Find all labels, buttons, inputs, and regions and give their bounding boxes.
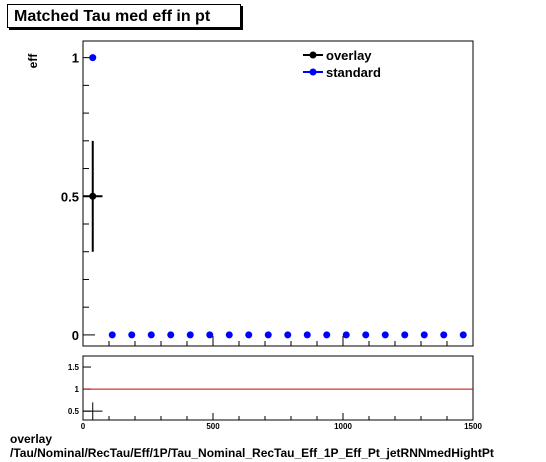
standard-point <box>108 331 116 339</box>
ratio-plot: 0.5 1 1.5 0 500 1000 1500 <box>68 355 482 431</box>
standard-point <box>303 331 311 339</box>
ratio-x-tick-label: 1500 <box>464 422 482 431</box>
ratio-y-tick-label: 1 <box>75 385 80 394</box>
standard-point <box>245 331 253 339</box>
y-tick-label: 0 <box>72 328 79 343</box>
legend-label-standard: standard <box>326 65 381 80</box>
standard-point <box>225 331 233 339</box>
plot-frame <box>82 40 474 347</box>
standard-point <box>206 331 214 339</box>
ratio-x-tick-label: 0 <box>81 422 86 431</box>
legend-label-overlay: overlay <box>326 48 372 63</box>
main-plot: 0 0.5 1 eff overlay standard <box>26 40 474 347</box>
standard-point <box>362 331 370 339</box>
standard-point <box>147 331 155 339</box>
standard-point <box>128 331 136 339</box>
standard-point <box>440 331 448 339</box>
standard-point <box>420 331 428 339</box>
standard-point <box>186 331 194 339</box>
ratio-x-tick-label: 1000 <box>334 422 352 431</box>
standard-point <box>264 331 272 339</box>
overlay-point <box>89 192 97 200</box>
ratio-y-tick-label: 1.5 <box>68 363 80 372</box>
standard-point <box>459 331 467 339</box>
y-axis-label: eff <box>26 53 40 69</box>
standard-point <box>284 331 292 339</box>
legend-marker-standard <box>309 68 317 76</box>
standard-point <box>167 331 175 339</box>
ratio-frame <box>82 355 474 421</box>
legend-marker-overlay <box>309 51 317 59</box>
standard-point <box>381 331 389 339</box>
ratio-x-tick-label: 500 <box>206 422 220 431</box>
ratio-y-tick-label: 0.5 <box>68 407 80 416</box>
y-tick-label: 1 <box>72 51 79 66</box>
standard-point <box>323 331 331 339</box>
footer: overlay /Tau/Nominal/RecTau/Eff/1P/Tau_N… <box>10 432 494 460</box>
y-tick-label: 0.5 <box>61 189 79 204</box>
standard-point <box>342 331 350 339</box>
footer-line-1: overlay <box>10 432 53 446</box>
footer-line-2: /Tau/Nominal/RecTau/Eff/1P/Tau_Nominal_R… <box>10 446 494 460</box>
standard-point <box>89 54 97 62</box>
standard-point <box>401 331 409 339</box>
chart-title: Matched Tau med eff in pt <box>7 4 241 28</box>
